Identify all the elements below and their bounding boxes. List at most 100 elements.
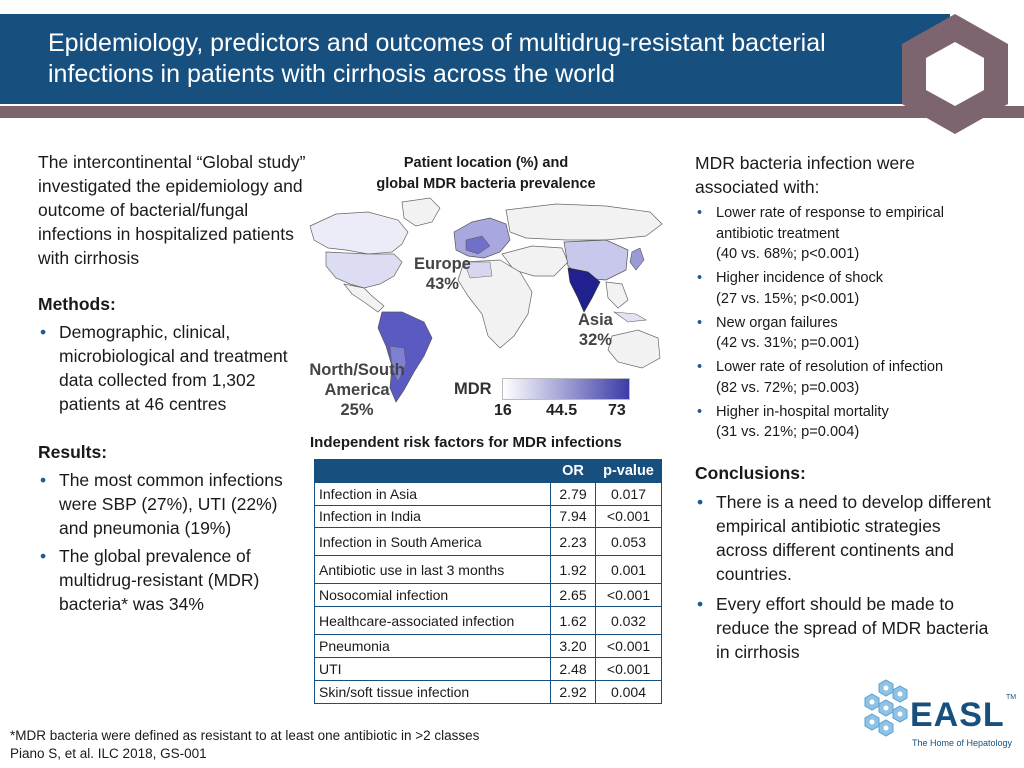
association-detail: (82 vs. 72%; p=0.003) — [716, 379, 860, 396]
right-column: MDR bacteria infection were associated w… — [695, 151, 995, 670]
citation: Piano S, et al. ILC 2018, GS-001 — [10, 746, 207, 761]
col-header-pvalue: p-value — [595, 459, 662, 483]
factor-cell: Infection in South America — [314, 527, 551, 557]
associations-intro: MDR bacteria infection were associated w… — [695, 153, 915, 197]
legend-label: MDR — [454, 380, 492, 398]
left-column: The intercontinental “Global study” inve… — [38, 150, 306, 616]
header-divider — [0, 106, 1024, 118]
legend-tick-mid: 44.5 — [546, 402, 578, 419]
americas-name: America — [324, 381, 390, 399]
association-detail: (27 vs. 15%; p<0.001) — [716, 290, 860, 307]
map-title-line: global MDR bacteria prevalence — [376, 176, 596, 192]
easl-wordmark: EASL — [910, 696, 1005, 734]
legend-tick-max: 73 — [608, 402, 626, 419]
intro-text: The intercontinental “Global study” inve… — [38, 152, 306, 268]
table-row: Infection in India 7.94 <0.001 — [314, 504, 662, 529]
header-banner: Epidemiology, predictors and outcomes of… — [0, 14, 950, 104]
pvalue-cell: <0.001 — [595, 504, 662, 529]
association-item: Higher in-hospital mortality (31 vs. 21%… — [695, 402, 995, 443]
conclusion-item: There is a need to develop different emp… — [695, 490, 995, 586]
conclusions-heading: Conclusions: — [695, 462, 806, 483]
methods-heading: Methods: — [38, 294, 116, 314]
results-item: The global prevalence of multidrug-resis… — [38, 544, 306, 616]
or-cell: 2.79 — [550, 481, 596, 506]
methods-list: Demographic, clinical, microbiological a… — [38, 320, 306, 416]
pvalue-cell: <0.001 — [595, 583, 662, 608]
pvalue-cell: 0.004 — [595, 679, 662, 704]
easl-tagline: The Home of Hepatology — [912, 738, 1013, 748]
americas-name: North/South — [309, 361, 405, 379]
or-cell: 7.94 — [550, 504, 596, 529]
association-main: Higher in-hospital mortality — [716, 403, 889, 420]
or-cell: 3.20 — [550, 634, 596, 658]
table-row: Skin/soft tissue infection 2.92 0.004 — [314, 679, 662, 704]
or-cell: 1.92 — [550, 555, 596, 585]
table-row: Nosocomial infection 2.65 <0.001 — [314, 583, 662, 608]
americas-percent: 25% — [340, 401, 374, 419]
or-cell: 2.92 — [550, 679, 596, 704]
association-detail: (40 vs. 68%; p<0.001) — [716, 246, 860, 262]
pvalue-cell: 0.017 — [595, 481, 662, 506]
table-row: Infection in South America 2.23 0.053 — [314, 527, 662, 557]
association-item: Higher incidence of shock (27 vs. 15%; p… — [695, 268, 995, 309]
conclusions-list: There is a need to develop different emp… — [695, 490, 995, 664]
conclusion-item: Every effort should be made to reduce th… — [695, 592, 995, 664]
factor-cell: UTI — [314, 656, 551, 681]
mdr-definition: *MDR bacteria were defined as resistant … — [10, 728, 480, 743]
association-main: Lower rate of resolution of infection — [716, 359, 944, 375]
results-item: The most common infections were SBP (27%… — [38, 468, 306, 540]
legend-tick-min: 16 — [494, 402, 512, 419]
association-item: Lower rate of resolution of infection (8… — [695, 357, 995, 398]
methods-item: Demographic, clinical, microbiological a… — [38, 320, 306, 416]
asia-label: Asia 32% — [578, 310, 613, 350]
europe-name: Europe — [414, 255, 471, 273]
hexagon-logo-icon — [902, 14, 1008, 134]
table-row: UTI 2.48 <0.001 — [314, 656, 662, 681]
pvalue-cell: <0.001 — [595, 634, 662, 658]
association-main: New organ failures — [716, 314, 838, 331]
associations-list: Lower rate of response to empirical anti… — [695, 203, 995, 443]
table-row: Healthcare-associated infection 1.62 0.0… — [314, 606, 662, 636]
factor-cell: Healthcare-associated infection — [314, 606, 551, 636]
association-item: New organ failures (42 vs. 31%; p=0.001) — [695, 313, 995, 354]
table-header-row: OR p-value — [314, 459, 662, 483]
europe-label: Europe 43% — [414, 254, 471, 294]
world-map: Europe 43% Asia 32% North/South America … — [306, 196, 670, 428]
europe-percent: 43% — [425, 275, 459, 293]
footnote: *MDR bacteria were defined as resistant … — [10, 727, 610, 763]
easl-trademark: TM — [1006, 694, 1017, 701]
easl-hexagons-icon — [864, 679, 908, 737]
col-header-factor — [314, 459, 551, 483]
or-cell: 2.48 — [550, 656, 596, 681]
table-row: Pneumonia 3.20 <0.001 — [314, 634, 662, 658]
association-item: Lower rate of response to empirical anti… — [695, 203, 995, 265]
pvalue-cell: 0.053 — [595, 527, 662, 557]
asia-percent: 32% — [578, 331, 612, 349]
risk-factors-table: OR p-value Infection in Asia 2.79 0.017 … — [314, 459, 662, 704]
americas-label: North/South America 25% — [308, 360, 406, 420]
asia-name: Asia — [578, 311, 613, 329]
factor-cell: Skin/soft tissue infection — [314, 679, 551, 704]
table-row: Infection in Asia 2.79 0.017 — [314, 481, 662, 506]
factor-cell: Pneumonia — [314, 634, 551, 658]
results-heading: Results: — [38, 442, 108, 462]
association-detail: (42 vs. 31%; p=0.001) — [716, 335, 860, 351]
map-title-line: Patient location (%) and — [403, 155, 569, 171]
table-title: Independent risk factors for MDR infecti… — [310, 434, 622, 451]
or-cell: 2.23 — [550, 527, 596, 557]
factor-cell: Nosocomial infection — [314, 583, 551, 608]
legend-color-bar — [502, 378, 630, 400]
factor-cell: Antibiotic use in last 3 months — [314, 555, 551, 585]
factor-cell: Infection in India — [314, 504, 551, 529]
association-main: Higher incidence of shock — [716, 270, 884, 286]
easl-logo: EASL TM The Home of Hepatology — [856, 676, 1016, 762]
results-list: The most common infections were SBP (27%… — [38, 468, 306, 616]
association-detail: (31 vs. 21%; p=0.004) — [716, 424, 860, 440]
table-row: Antibiotic use in last 3 months 1.92 0.0… — [314, 555, 662, 585]
legend-ticks: 16 44.5 73 — [490, 402, 646, 422]
page-title: Epidemiology, predictors and outcomes of… — [48, 29, 826, 88]
map-title: Patient location (%) and global MDR bact… — [330, 153, 642, 195]
world-map-graphic — [309, 197, 663, 403]
factor-cell: Infection in Asia — [314, 481, 551, 506]
pvalue-cell: <0.001 — [595, 656, 662, 681]
